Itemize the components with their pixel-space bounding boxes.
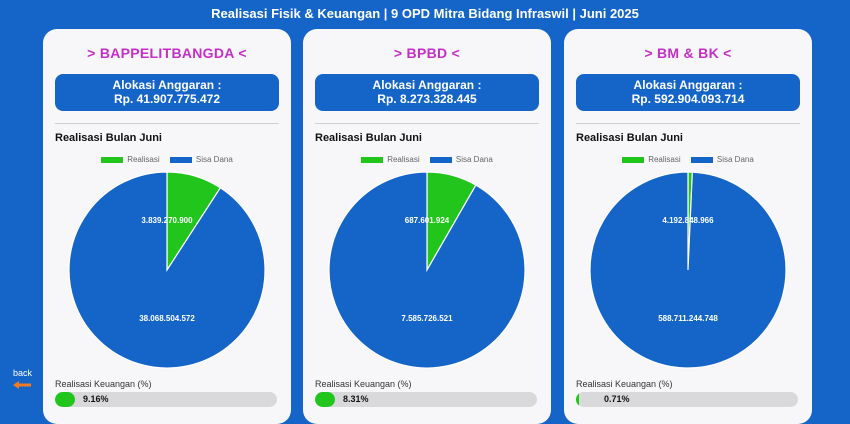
pie-label-sisa-dana: 588.711.244.748 <box>658 314 718 323</box>
opd-card-bm-bk: > BM & BK < Alokasi Anggaran : Rp. 592.9… <box>564 29 812 424</box>
progress-bar: 9.16% <box>55 392 277 407</box>
legend-label: Sisa Dana <box>716 155 754 165</box>
progress-bar: 0.71% <box>576 392 798 407</box>
progress-fill <box>55 392 76 407</box>
pie-chart: 3.839.270.900 38.068.504.572 <box>68 171 266 369</box>
back-link[interactable]: back <box>13 368 33 378</box>
legend-swatch-sisa-dana <box>429 157 452 164</box>
legend-swatch-sisa-dana <box>690 157 713 164</box>
progress-value: 9.16% <box>83 394 109 404</box>
pie-slice-sisa-dana[interactable] <box>328 171 526 369</box>
opd-name: > BAPPELITBANGDA < <box>87 45 247 61</box>
opd-card-bpbd: > BPBD < Alokasi Anggaran : Rp. 8.273.32… <box>303 29 551 424</box>
progress-bar: 8.31% <box>315 392 537 407</box>
chart-title: Realisasi Bulan Juni <box>55 132 162 144</box>
progress-fill <box>576 392 579 407</box>
legend-label: Realisasi <box>127 155 160 165</box>
divider <box>576 123 800 124</box>
chart-legend: Realisasi Sisa Dana <box>303 155 551 164</box>
pie-chart: 4.192.848.966 588.711.244.748 <box>589 171 787 369</box>
legend-swatch-realisasi <box>622 157 645 164</box>
legend-swatch-sisa-dana <box>169 157 192 164</box>
budget-value: Rp. 41.907.775.472 <box>113 92 221 106</box>
legend-label: Sisa Dana <box>195 155 233 165</box>
divider <box>55 123 279 124</box>
budget-value: Rp. 8.273.328.445 <box>377 92 477 106</box>
pie-slice-sisa-dana[interactable] <box>589 171 787 369</box>
chart-title: Realisasi Bulan Juni <box>576 132 683 144</box>
budget-label: Alokasi Anggaran : <box>633 78 743 92</box>
pie-slice-sisa-dana[interactable] <box>68 171 266 369</box>
chart-legend: Realisasi Sisa Dana <box>564 155 812 164</box>
legend-label: Sisa Dana <box>455 155 493 165</box>
legend-item-realisasi[interactable]: Realisasi <box>622 155 681 165</box>
budget-label: Alokasi Anggaran : <box>372 78 482 92</box>
chart-legend: Realisasi Sisa Dana <box>43 155 291 164</box>
budget-box: Alokasi Anggaran : Rp. 41.907.775.472 <box>55 74 279 111</box>
divider <box>315 123 539 124</box>
legend-label: Realisasi <box>648 155 681 165</box>
pie-label-realisasi: 4.192.848.966 <box>662 216 714 225</box>
opd-card-bappelitbangda: > BAPPELITBANGDA < Alokasi Anggaran : Rp… <box>43 29 291 424</box>
legend-item-sisa-dana[interactable]: Sisa Dana <box>690 155 754 165</box>
legend-item-realisasi[interactable]: Realisasi <box>361 155 420 165</box>
legend-swatch-realisasi <box>361 157 384 164</box>
progress-label: Realisasi Keuangan (%) <box>315 379 412 389</box>
pie-label-realisasi: 3.839.270.900 <box>141 216 193 225</box>
progress-label: Realisasi Keuangan (%) <box>576 379 673 389</box>
legend-label: Realisasi <box>387 155 420 165</box>
budget-value: Rp. 592.904.093.714 <box>631 92 745 106</box>
budget-label: Alokasi Anggaran : <box>112 78 222 92</box>
progress-value: 8.31% <box>343 394 369 404</box>
legend-item-realisasi[interactable]: Realisasi <box>101 155 160 165</box>
pie-label-sisa-dana: 38.068.504.572 <box>139 314 195 323</box>
pie-chart: 687.601.924 7.585.726.521 <box>328 171 526 369</box>
progress-label: Realisasi Keuangan (%) <box>55 379 152 389</box>
legend-item-sisa-dana[interactable]: Sisa Dana <box>429 155 493 165</box>
pie-label-sisa-dana: 7.585.726.521 <box>401 314 453 323</box>
chart-title: Realisasi Bulan Juni <box>315 132 422 144</box>
progress-value: 0.71% <box>604 394 630 404</box>
legend-item-sisa-dana[interactable]: Sisa Dana <box>169 155 233 165</box>
dashboard-title: Realisasi Fisik & Keuangan | 9 OPD Mitra… <box>211 6 639 21</box>
opd-name: > BM & BK < <box>644 45 732 61</box>
opd-name: > BPBD < <box>393 45 461 61</box>
budget-box: Alokasi Anggaran : Rp. 8.273.328.445 <box>315 74 539 111</box>
progress-fill <box>315 392 335 407</box>
arrow-left-icon[interactable] <box>12 380 32 390</box>
legend-swatch-realisasi <box>101 157 124 164</box>
pie-label-realisasi: 687.601.924 <box>405 216 450 225</box>
budget-box: Alokasi Anggaran : Rp. 592.904.093.714 <box>576 74 800 111</box>
